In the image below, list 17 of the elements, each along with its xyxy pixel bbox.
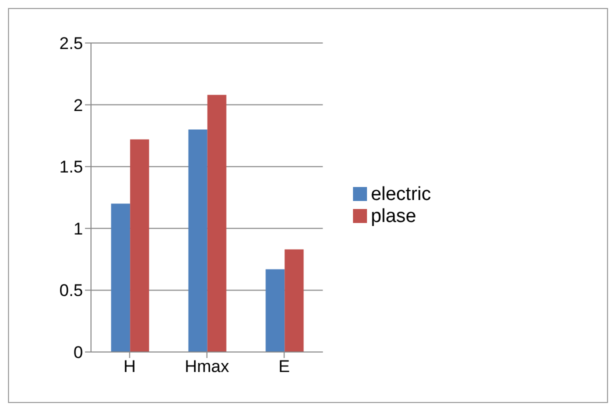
- bar: [130, 139, 150, 352]
- bar: [266, 269, 285, 352]
- x-tick-label: E: [278, 357, 290, 376]
- y-tick-label: 0: [74, 343, 83, 362]
- y-tick-label: 1: [74, 219, 83, 238]
- y-tick-label: 0.5: [59, 281, 83, 300]
- bar: [111, 204, 130, 352]
- bar: [207, 94, 226, 352]
- legend-label: plase: [370, 206, 416, 226]
- y-tick-label: 2: [74, 96, 83, 115]
- y-tick-label: 2.5: [59, 34, 83, 54]
- x-tick-label: Hmax: [184, 357, 230, 376]
- bar: [284, 249, 304, 352]
- y-tick-label: 1.5: [59, 158, 83, 177]
- x-tick-label: H: [123, 357, 136, 376]
- bar: [188, 130, 208, 352]
- legend-label: electric: [370, 184, 431, 204]
